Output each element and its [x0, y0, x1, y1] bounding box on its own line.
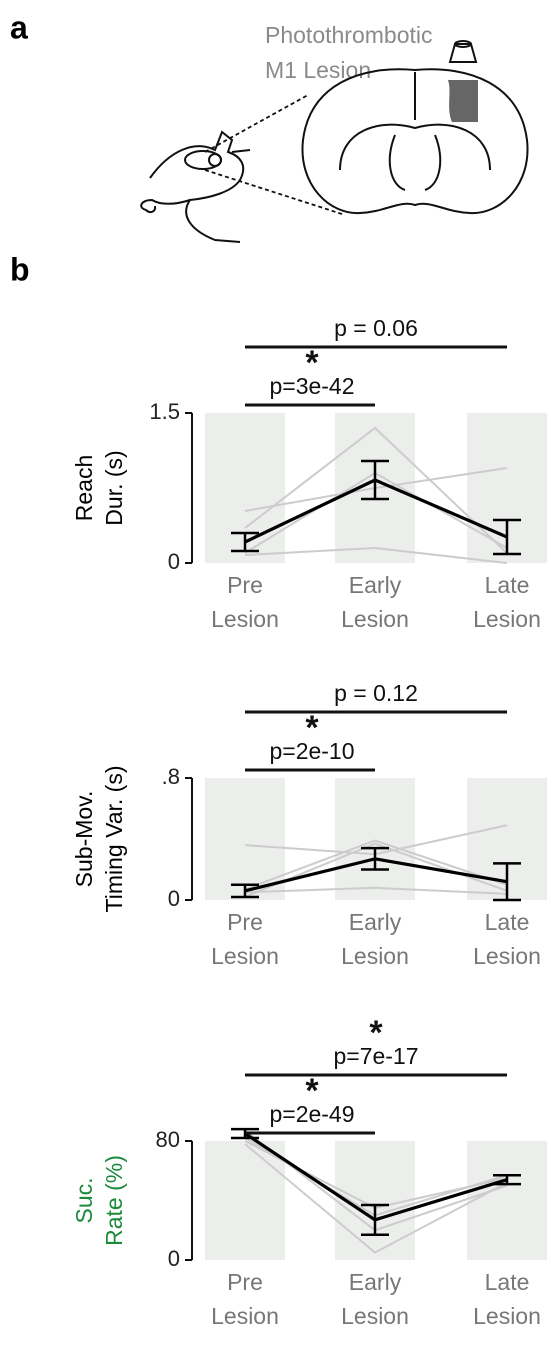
animal-line: [244, 546, 508, 564]
x-tick-label: Lesion: [473, 943, 541, 969]
p-value: p = 0.12: [334, 680, 418, 706]
p-value: p = 0.06: [334, 315, 418, 341]
category-band: [335, 778, 415, 900]
brain-section: [301, 40, 529, 215]
x-tick-label: Lesion: [341, 1303, 409, 1329]
error-bar: [361, 459, 389, 501]
x-tick-label: Lesion: [473, 606, 541, 632]
category-band: [205, 1141, 285, 1260]
error-bar: [493, 862, 521, 902]
panel-label: b: [10, 251, 30, 287]
caption: Photothrombotic: [265, 22, 432, 48]
significance-star: *: [369, 1014, 383, 1052]
y-axis-label: Suc.: [71, 1177, 97, 1223]
p-value: p=2e-49: [269, 1101, 354, 1127]
y-tick-label: 1.5: [149, 399, 180, 424]
animal-line: [244, 1143, 508, 1254]
y-tick-label: 80: [156, 1127, 180, 1152]
error-bar: [361, 1203, 389, 1236]
x-tick-label: Lesion: [341, 943, 409, 969]
x-tick-label: Lesion: [211, 943, 279, 969]
significance-star: *: [305, 344, 319, 382]
chart: Pre Lesion Early Lesion Late Lesion 0 1.5 Reach D…: [71, 315, 547, 632]
y-tick-label: 0: [168, 1246, 180, 1271]
significance-star: *: [305, 1072, 319, 1110]
x-tick-label: Lesion: [211, 606, 279, 632]
mouse-brain-detail: [208, 153, 222, 167]
error-bar: [231, 883, 259, 899]
p-value: p=7e-17: [333, 1043, 418, 1069]
y-tick-label: 0: [168, 886, 180, 911]
category-band: [205, 778, 285, 900]
x-tick-label: Pre: [227, 572, 263, 598]
caption: M1 Lesion: [265, 57, 371, 83]
zoom-lines: [204, 94, 346, 216]
chart: Pre Lesion Early Lesion Late Lesion 0 .8 Sub-Mov…: [71, 680, 547, 969]
y-axis-label: Rate (%): [101, 1155, 127, 1246]
light-cone-top: [454, 40, 472, 48]
animal-line: [244, 886, 508, 895]
zoom-line: [204, 169, 346, 216]
x-tick-label: Early: [349, 1269, 402, 1295]
y-axis-label: Sub-Mov.: [71, 791, 97, 888]
p-value: p=3e-42: [269, 373, 354, 399]
error-bar: [361, 846, 389, 871]
animal-line: [244, 839, 508, 891]
x-tick-label: Late: [485, 909, 530, 935]
error-bar: [493, 518, 521, 556]
x-tick-label: Lesion: [473, 1303, 541, 1329]
y-axis-label: Dur. (s): [101, 450, 127, 525]
mouse-nose: [231, 149, 251, 153]
error-bar: [493, 1173, 521, 1186]
y-axis-label: Reach: [71, 455, 97, 521]
light-cone: [448, 43, 478, 63]
category-band: [467, 1141, 547, 1260]
animal-line: [244, 426, 508, 554]
chart: Pre Lesion Early Lesion Late Lesion 0 80 Suc. Rat…: [71, 1014, 547, 1329]
brain-outline: [301, 68, 529, 215]
x-tick-label: Late: [485, 572, 530, 598]
mouse-outline: [140, 130, 245, 243]
zoom-line: [204, 94, 309, 153]
mouse-illustration: [140, 130, 251, 243]
x-tick-label: Early: [349, 572, 402, 598]
ventricles: [388, 134, 442, 191]
x-tick-label: Lesion: [211, 1303, 279, 1329]
significance-star: *: [305, 709, 319, 747]
x-tick-label: Lesion: [341, 606, 409, 632]
y-tick-label: .8: [162, 764, 180, 789]
corpus-callosum: [339, 123, 491, 171]
x-tick-label: Early: [349, 909, 402, 935]
x-tick-label: Pre: [227, 909, 263, 935]
y-axis-label: Timing Var. (s): [101, 766, 127, 913]
p-value: p=2e-10: [269, 738, 354, 764]
error-bar: [231, 531, 259, 553]
lesion: [448, 80, 478, 122]
x-tick-label: Pre: [227, 1269, 263, 1295]
y-tick-label: 0: [168, 549, 180, 574]
x-tick-label: Late: [485, 1269, 530, 1295]
panel-label: a: [10, 9, 28, 45]
